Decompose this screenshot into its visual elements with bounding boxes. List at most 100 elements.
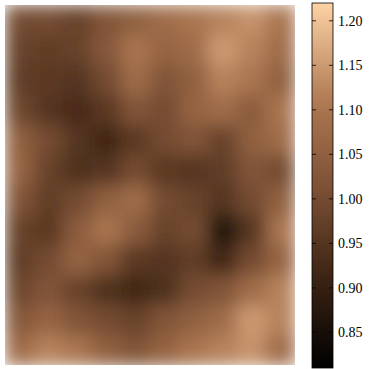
heatmap-cell xyxy=(121,95,151,126)
colorbar-tick xyxy=(312,243,316,244)
colorbar-tick-label: 1.15 xyxy=(338,58,363,73)
heatmap-cell xyxy=(63,215,93,246)
heatmap-cell xyxy=(150,335,180,365)
heatmap-cell xyxy=(34,245,64,276)
colorbar-tick-label: 1.00 xyxy=(338,192,363,207)
heatmap-cell xyxy=(179,125,209,156)
heatmap-cell xyxy=(63,125,93,156)
heatmap-cell xyxy=(92,245,122,276)
colorbar-tick xyxy=(312,198,316,199)
heatmap-cell xyxy=(63,35,93,66)
heatmap-cell xyxy=(34,215,64,246)
colorbar-tick xyxy=(312,287,316,288)
heatmap-cell xyxy=(150,155,180,186)
heatmap-cell xyxy=(63,155,93,186)
heatmap-cell xyxy=(92,65,122,96)
heatmap-cell xyxy=(266,215,295,246)
colorbar-tick xyxy=(329,287,333,288)
heatmap-cell xyxy=(5,275,35,306)
heatmap-cell xyxy=(121,215,151,246)
heatmap-cell xyxy=(179,275,209,306)
heatmap-cell xyxy=(34,305,64,336)
heatmap-cell xyxy=(266,245,295,276)
heatmap-cell xyxy=(179,305,209,336)
heatmap-cell xyxy=(63,245,93,276)
heatmap-cell xyxy=(266,275,295,306)
colorbar-tick-label: 1.05 xyxy=(338,147,363,162)
heatmap-cell xyxy=(121,155,151,186)
heatmap-cell xyxy=(34,125,64,156)
heatmap-cell xyxy=(63,5,93,36)
heatmap-cell xyxy=(208,125,238,156)
heatmap-cell xyxy=(121,305,151,336)
heatmap-cell xyxy=(237,65,267,96)
colorbar-tick xyxy=(312,154,316,155)
heatmap-cell xyxy=(179,335,209,365)
heatmap-cell xyxy=(121,125,151,156)
heatmap-cell xyxy=(5,185,35,216)
heatmap-area xyxy=(5,5,295,365)
heatmap-cells xyxy=(5,5,295,365)
heatmap-cell xyxy=(237,275,267,306)
heatmap-cell xyxy=(121,185,151,216)
heatmap-cell xyxy=(179,215,209,246)
heatmap-cell xyxy=(208,245,238,276)
heatmap-cell xyxy=(150,275,180,306)
heatmap-cell xyxy=(92,215,122,246)
colorbar-tick xyxy=(329,243,333,244)
heatmap-cell xyxy=(208,5,238,36)
chart: 0.850.900.951.001.051.101.151.20 xyxy=(0,0,377,369)
heatmap-cell xyxy=(266,185,295,216)
heatmap-cell xyxy=(266,155,295,186)
heatmap-cell xyxy=(34,65,64,96)
heatmap-cell xyxy=(63,65,93,96)
heatmap-cell xyxy=(266,305,295,336)
heatmap-cell xyxy=(179,5,209,36)
heatmap-cell xyxy=(150,35,180,66)
heatmap-cell xyxy=(237,215,267,246)
chart-root: 0.850.900.951.001.051.101.151.20 xyxy=(0,0,377,369)
colorbar-tick xyxy=(329,154,333,155)
heatmap-cell xyxy=(150,185,180,216)
colorbar-tick-label: 0.85 xyxy=(338,325,363,340)
heatmap-cell xyxy=(208,215,238,246)
heatmap-cell xyxy=(92,95,122,126)
heatmap-cell xyxy=(208,305,238,336)
heatmap-cell xyxy=(266,65,295,96)
heatmap-cell xyxy=(34,35,64,66)
heatmap-cell xyxy=(63,335,93,365)
heatmap-cell xyxy=(5,335,35,365)
heatmap-cell xyxy=(208,35,238,66)
heatmap-cell xyxy=(150,65,180,96)
heatmap-cell xyxy=(63,305,93,336)
heatmap-cell xyxy=(266,335,295,365)
heatmap-cell xyxy=(92,305,122,336)
heatmap-cell xyxy=(121,65,151,96)
heatmap-cell xyxy=(34,95,64,126)
heatmap-cell xyxy=(5,215,35,246)
colorbar-tick-label: 0.90 xyxy=(338,281,363,296)
colorbar-tick xyxy=(312,332,316,333)
heatmap-cell xyxy=(237,245,267,276)
heatmap-cell xyxy=(5,155,35,186)
heatmap-cell xyxy=(5,305,35,336)
colorbar-tick xyxy=(329,65,333,66)
colorbar-tick xyxy=(329,20,333,21)
colorbar-tick xyxy=(329,109,333,110)
heatmap-cell xyxy=(34,335,64,365)
colorbar-tick xyxy=(329,332,333,333)
colorbar-tick-label: 1.20 xyxy=(338,14,363,29)
heatmap-cell xyxy=(179,155,209,186)
heatmap-cell xyxy=(237,125,267,156)
heatmap-cell xyxy=(63,185,93,216)
colorbar-tick-label: 0.95 xyxy=(338,236,363,251)
colorbar-tick xyxy=(312,65,316,66)
heatmap-cell xyxy=(208,155,238,186)
heatmap-cell xyxy=(121,335,151,365)
heatmap-cell xyxy=(237,185,267,216)
heatmap-cell xyxy=(150,245,180,276)
heatmap-cell xyxy=(5,245,35,276)
heatmap-cell xyxy=(179,95,209,126)
heatmap-cell xyxy=(34,5,64,36)
heatmap-cell xyxy=(237,5,267,36)
